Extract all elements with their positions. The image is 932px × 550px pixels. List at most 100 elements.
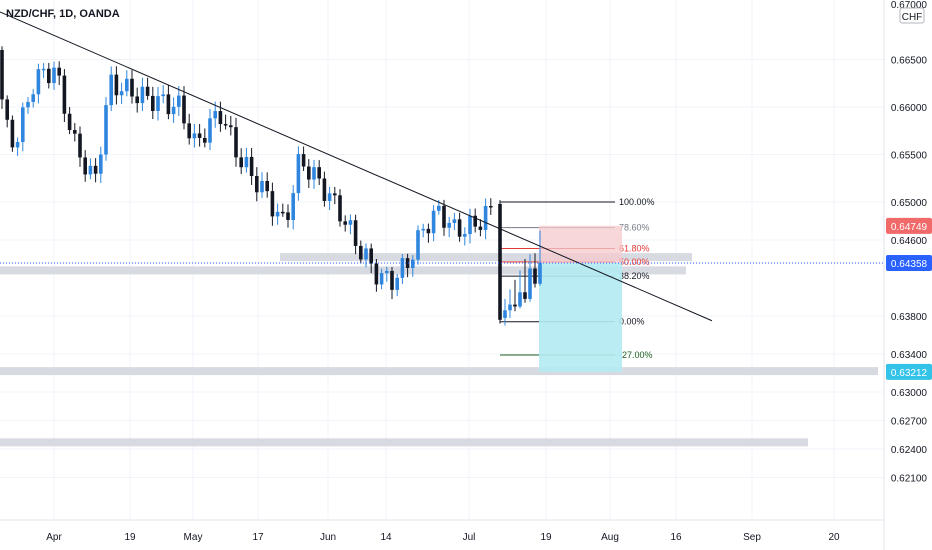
candle-body bbox=[369, 248, 373, 264]
candle-body bbox=[513, 304, 517, 307]
candle-body bbox=[447, 222, 451, 228]
candle-body bbox=[426, 228, 431, 234]
candle-body bbox=[182, 95, 186, 124]
price-tick-label: 0.63400 bbox=[891, 350, 928, 361]
candle-body bbox=[327, 193, 332, 201]
candle-body bbox=[508, 304, 512, 311]
candle-body bbox=[275, 211, 280, 217]
currency-box bbox=[899, 7, 925, 24]
candle-body bbox=[528, 268, 532, 299]
candle-body bbox=[400, 258, 405, 278]
support-zone bbox=[280, 253, 692, 262]
candle-body bbox=[249, 156, 254, 177]
price-tick-label: 0.63800 bbox=[891, 312, 928, 323]
price-tick-label: 0.62700 bbox=[891, 417, 928, 428]
candle-body bbox=[333, 193, 337, 196]
fib-level-label: 38.20% bbox=[619, 271, 650, 281]
candle-body bbox=[312, 167, 316, 180]
candle-body bbox=[41, 68, 46, 71]
candle-body bbox=[431, 210, 436, 234]
support-zone bbox=[0, 266, 686, 275]
target-zone bbox=[539, 262, 622, 372]
candle-body bbox=[156, 96, 160, 111]
candle-body bbox=[197, 133, 202, 138]
support-zone bbox=[0, 438, 808, 447]
fib-level-label: 100.00% bbox=[619, 197, 655, 207]
time-tick-label: May bbox=[184, 532, 203, 543]
candle-body bbox=[523, 292, 527, 299]
candle-body bbox=[234, 127, 238, 158]
time-tick-label: Jun bbox=[320, 532, 336, 543]
candle-body bbox=[301, 154, 306, 167]
candle-body bbox=[208, 118, 212, 143]
currency-label: CHF bbox=[902, 12, 923, 23]
candle-body bbox=[218, 111, 223, 125]
candle-body bbox=[533, 268, 537, 284]
candle-body bbox=[187, 123, 191, 139]
fib-level-label: -27.00% bbox=[619, 350, 653, 360]
symbol-title: NZD/CHF, 1D, OANDA bbox=[6, 8, 120, 20]
time-tick-label: 14 bbox=[380, 532, 392, 543]
price-tick-label: 0.62100 bbox=[891, 474, 928, 485]
candle-body bbox=[379, 273, 384, 285]
candle-body bbox=[88, 165, 93, 175]
candle-body bbox=[31, 94, 35, 102]
fib-level-label: 78.60% bbox=[619, 223, 650, 233]
candle-body bbox=[109, 74, 113, 106]
candle-body bbox=[452, 219, 457, 223]
price-tick-label: 0.66000 bbox=[891, 103, 928, 114]
candle-body bbox=[498, 203, 502, 320]
time-tick-label: 16 bbox=[670, 532, 682, 543]
time-tick-label: Sep bbox=[743, 532, 761, 543]
price-badge bbox=[886, 217, 932, 234]
candle-body bbox=[114, 74, 119, 96]
candle-body bbox=[125, 78, 129, 92]
candle-body bbox=[442, 205, 446, 228]
candle-body bbox=[483, 205, 488, 230]
candle-body bbox=[5, 99, 9, 120]
trade-setup bbox=[539, 225, 622, 372]
fib-level-label: 61.80% bbox=[619, 244, 650, 254]
candle-body bbox=[296, 154, 301, 194]
candle-body bbox=[213, 111, 217, 119]
candle-body bbox=[265, 180, 269, 192]
candle-body bbox=[52, 67, 56, 84]
candle-body bbox=[166, 94, 171, 115]
candle-body bbox=[411, 259, 415, 268]
candle-body bbox=[421, 228, 425, 231]
candle-body bbox=[57, 67, 61, 76]
candle-body bbox=[177, 95, 181, 107]
candles bbox=[0, 46, 542, 326]
candle-body bbox=[21, 107, 25, 142]
candle-body bbox=[395, 277, 399, 290]
candle-body bbox=[374, 263, 379, 285]
candle-body bbox=[151, 95, 155, 111]
candle-body bbox=[270, 191, 275, 217]
candle-body bbox=[364, 248, 368, 260]
price-tick-label: 0.66500 bbox=[891, 56, 928, 67]
candle-body bbox=[463, 234, 467, 237]
candle-body bbox=[518, 292, 522, 307]
candle-body bbox=[36, 69, 41, 95]
time-tick-label: 19 bbox=[124, 532, 136, 543]
support-zones bbox=[0, 253, 878, 447]
candle-body bbox=[478, 226, 483, 230]
candle-body bbox=[255, 176, 259, 193]
candle-body bbox=[489, 205, 493, 208]
price-tick-label: 0.63000 bbox=[891, 388, 928, 399]
candle-body bbox=[405, 258, 410, 268]
candle-body bbox=[286, 212, 290, 220]
price-badge-label: 0.64749 bbox=[891, 222, 928, 233]
candle-body bbox=[78, 133, 82, 158]
candle-body bbox=[135, 96, 139, 104]
candle-body bbox=[192, 133, 197, 139]
candle-body bbox=[244, 156, 249, 168]
time-tick-label: Apr bbox=[46, 532, 62, 543]
price-badge-label: 0.63212 bbox=[891, 368, 928, 379]
candle-body bbox=[99, 154, 103, 174]
time-axis: Apr 19 May 17 Jun 14 Jul 19 Aug 16 Sep 20 bbox=[0, 519, 884, 543]
candle-body bbox=[437, 205, 441, 211]
candle-body bbox=[130, 78, 134, 97]
candle-body bbox=[203, 137, 207, 143]
